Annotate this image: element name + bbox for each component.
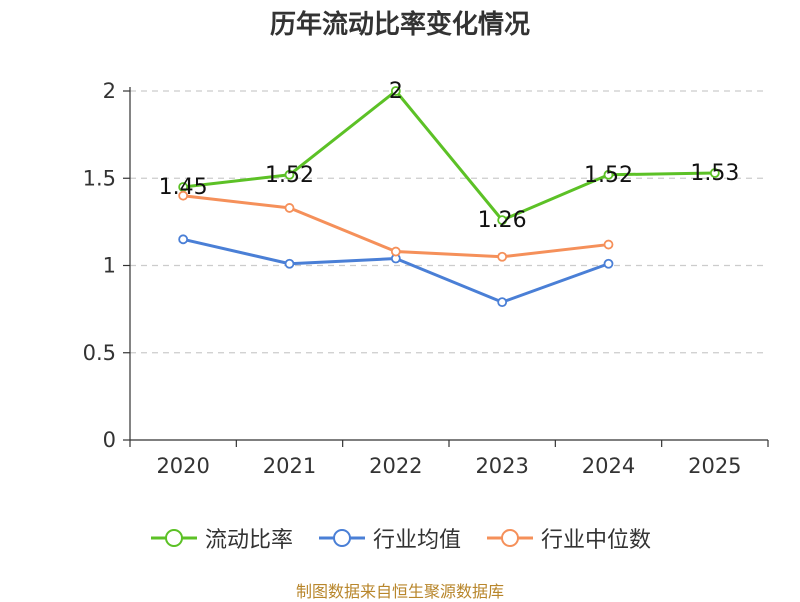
legend-item-industry-mean[interactable]: 行业均值 <box>317 522 461 554</box>
legend: 流动比率 行业均值 行业中位数 <box>0 516 800 560</box>
legend-swatch-current-ratio-icon <box>150 529 197 547</box>
data-label-2020: 1.45 <box>159 175 208 200</box>
x-tick-label-2022: 2022 <box>369 454 422 478</box>
x-tick-label-2025: 2025 <box>688 454 741 478</box>
series-1-point-2020 <box>178 234 189 245</box>
data-label-2022: 2 <box>389 79 403 104</box>
series-layer <box>178 86 720 308</box>
series-1-point-2024 <box>603 258 614 269</box>
legend-item-industry-median[interactable]: 行业中位数 <box>485 522 651 554</box>
series-1-point-2021 <box>284 258 295 269</box>
legend-swatch-industry-median-icon <box>487 529 533 547</box>
series-2-point-2023 <box>497 251 508 262</box>
series-0-point-2024 <box>603 169 614 180</box>
data-labels: 1.45 1.52 2 1.26 1.52 1.53 <box>159 79 740 233</box>
x-tick-label-2024: 2024 <box>582 454 635 478</box>
series-2-point-2022 <box>390 246 401 257</box>
chart-title: 历年流动比率变化情况 <box>269 10 530 40</box>
series-2-point-2020 <box>178 190 189 201</box>
data-label-2023: 1.26 <box>478 208 527 233</box>
y-tick-label-3: 1.5 <box>83 166 116 190</box>
series-line-0 <box>182 89 715 222</box>
series-0-point-2021 <box>284 169 295 180</box>
legend-label-industry-mean: 行业均值 <box>372 528 461 553</box>
gridlines <box>130 90 768 354</box>
series-1-point-2023 <box>497 297 508 308</box>
series-0-point-2022 <box>390 86 401 96</box>
x-tick-label-2023: 2023 <box>475 454 528 478</box>
legend-label-industry-median: 行业中位数 <box>541 528 652 553</box>
x-tick-label-2020: 2020 <box>156 454 209 478</box>
series-2-point-2021 <box>284 203 295 213</box>
legend-item-current-ratio[interactable]: 流动比率 <box>149 522 293 554</box>
series-0-point-2025 <box>709 168 720 178</box>
series-2-point-2024 <box>603 239 614 250</box>
legend-swatch-industry-mean-icon <box>318 529 365 547</box>
legend-label-current-ratio: 流动比率 <box>204 528 293 553</box>
data-label-2025: 1.53 <box>690 161 739 186</box>
data-label-2024: 1.52 <box>584 163 633 188</box>
series-0-point-2023 <box>497 215 508 226</box>
y-tick-label-1: 0.5 <box>83 341 116 365</box>
source-note: 制图数据来自恒生聚源数据库 <box>295 582 504 601</box>
y-tick-label-0: 0 <box>103 428 116 452</box>
y-tick-label-4: 2 <box>103 79 116 103</box>
data-label-2021: 1.52 <box>265 163 314 188</box>
y-tick-label-2: 1 <box>103 254 116 278</box>
x-tick-label-2021: 2021 <box>263 454 316 478</box>
